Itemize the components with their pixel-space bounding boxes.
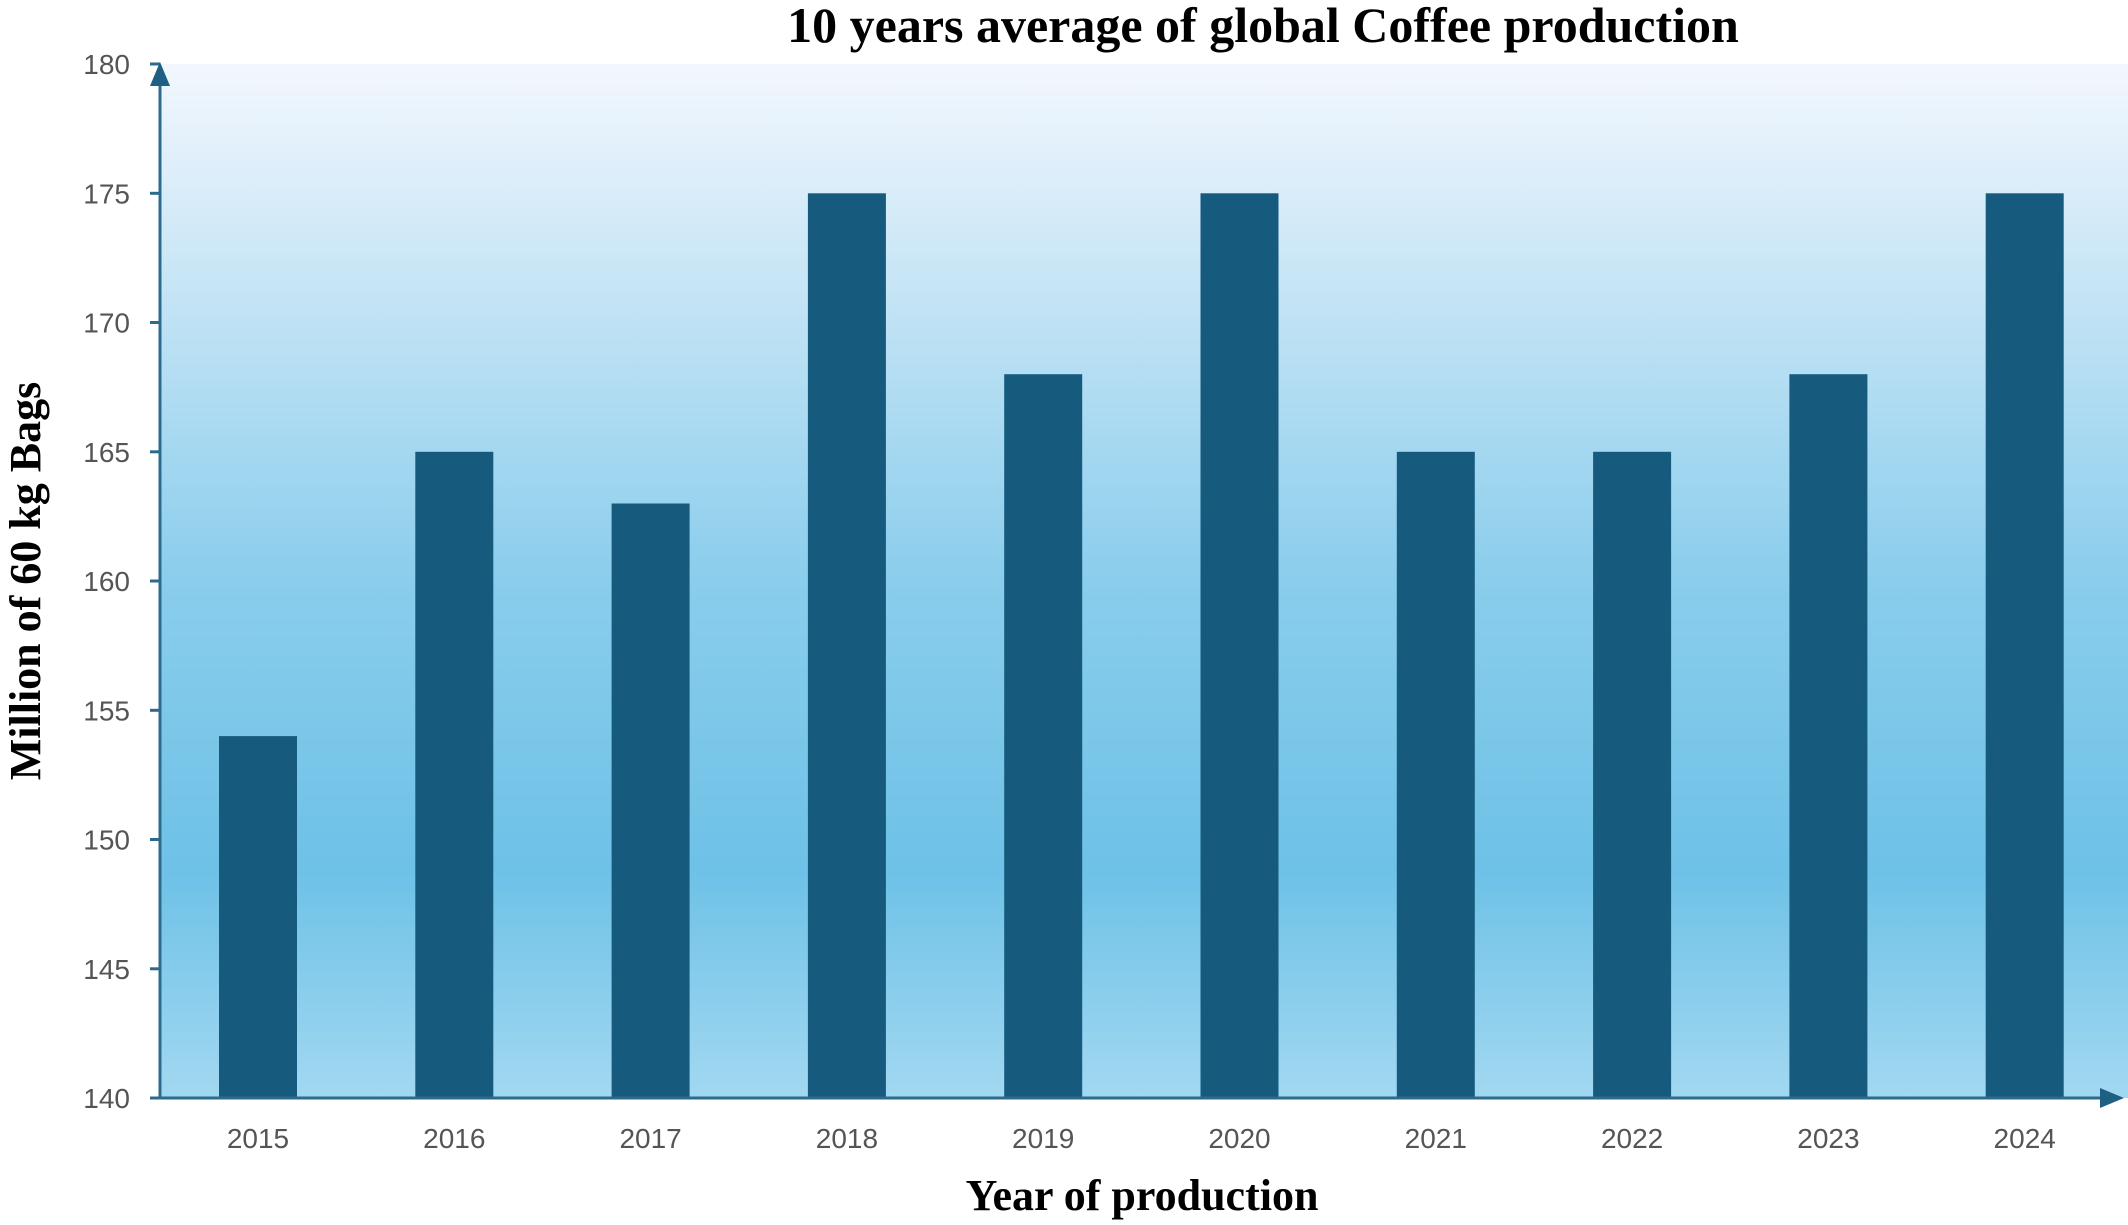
bar-2015 [219,736,297,1098]
bar-2016 [415,451,494,1099]
bar-2019 [1004,374,1083,1098]
bar-2018 [807,193,886,1099]
bar-2021 [1396,451,1475,1099]
y-tick-label: 150 [83,825,130,856]
x-tick-labels: 2015 2016 2017 2018 2019 2020 2021 2022 2023 2024 [227,1123,2056,1154]
y-axis-label: Million of 60 kg Bags [1,382,50,781]
x-tick-label: 2022 [1601,1123,1663,1154]
bar-2023 [1789,374,1868,1098]
y-tick-label: 170 [83,308,130,339]
x-tick-label: 2016 [423,1123,485,1154]
x-tick-label: 2015 [227,1123,289,1154]
y-tick-label: 160 [83,566,130,597]
x-tick-label: 2021 [1405,1123,1467,1154]
y-tick-labels: 140 145 150 155 160 165 170 175 180 [83,49,160,1114]
y-tick-label: 175 [83,178,130,209]
y-tick-label: 180 [83,49,130,80]
bar-2017 [611,503,690,1098]
chart-title: 10 years average of global Coffee produc… [787,0,1739,53]
y-tick-label: 145 [83,954,130,985]
bar-2022 [1593,451,1672,1099]
x-axis-label: Year of production [966,1171,1319,1220]
x-tick-label: 2018 [816,1123,878,1154]
bars-layer [219,193,2064,1099]
x-axis-arrow [2100,1088,2124,1108]
bar-2020 [1200,193,1279,1099]
x-tick-label: 2020 [1208,1123,1270,1154]
x-tick-label: 2024 [1994,1123,2056,1154]
y-tick-label: 165 [83,437,130,468]
y-tick-label: 140 [83,1083,130,1114]
bar-2024 [1985,193,2064,1099]
y-tick-label: 155 [83,695,130,726]
x-tick-label: 2023 [1797,1123,1859,1154]
x-tick-label: 2017 [619,1123,681,1154]
x-tick-label: 2019 [1012,1123,1074,1154]
y-axis-arrow [150,62,170,86]
